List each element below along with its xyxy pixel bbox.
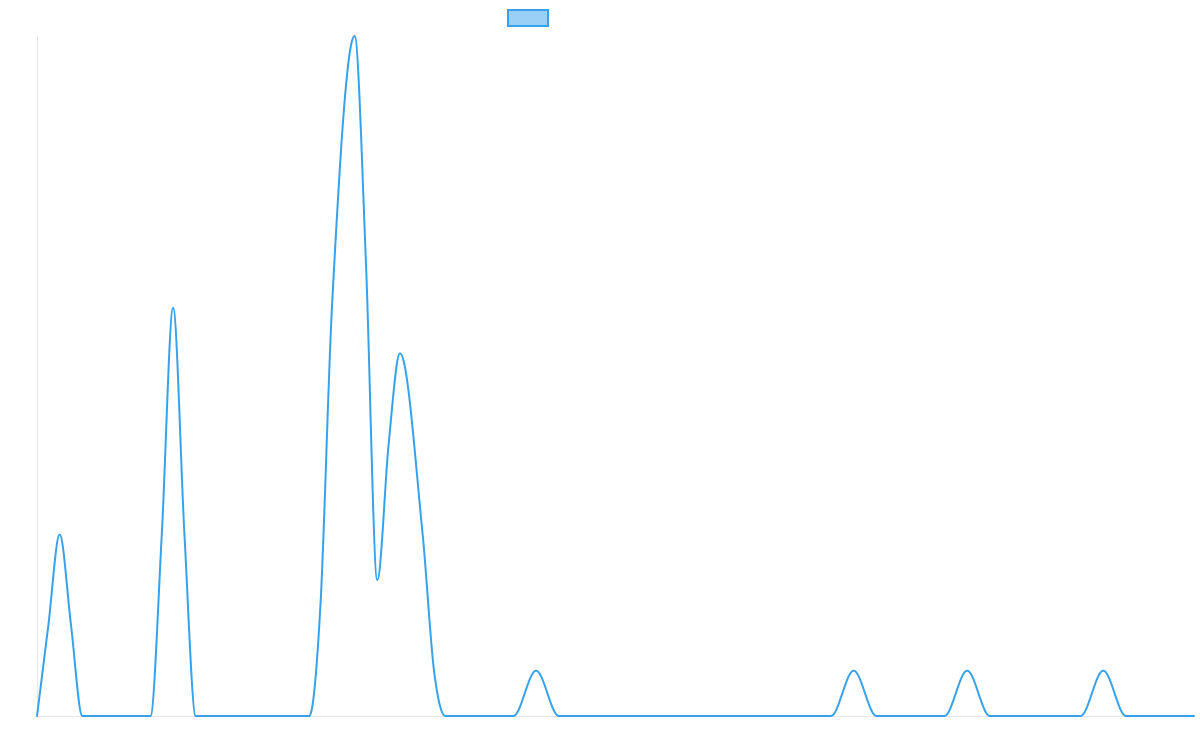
legend-swatch[interactable] xyxy=(507,9,549,27)
series-line xyxy=(36,35,1195,718)
